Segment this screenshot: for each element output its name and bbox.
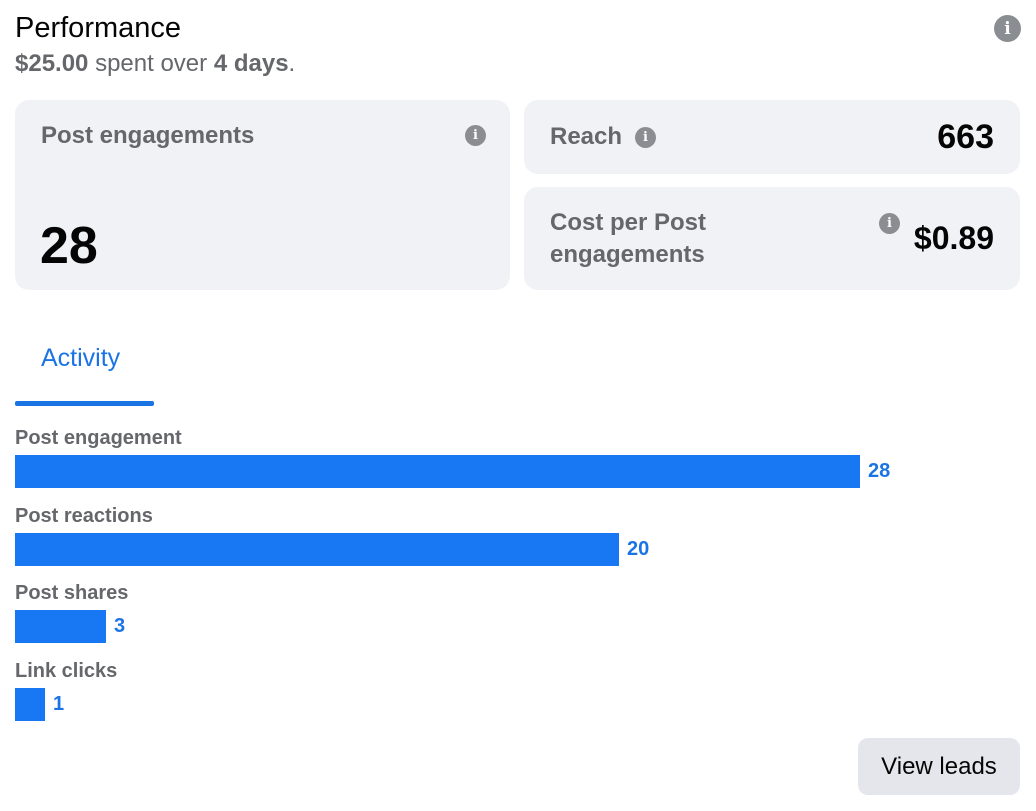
bar-category-label: Link clicks bbox=[15, 659, 118, 682]
tab-active-indicator bbox=[15, 401, 154, 406]
bar-track: 3 bbox=[15, 610, 128, 643]
bar-category-label: Post reactions bbox=[15, 504, 153, 527]
bar-value-label: 20 bbox=[627, 537, 650, 560]
bar-row: Link clicks 1 bbox=[15, 658, 117, 721]
info-icon[interactable]: i bbox=[879, 213, 900, 234]
cost-per-engagement-value: $0.89 bbox=[913, 220, 994, 256]
spent-text: spent over bbox=[95, 50, 208, 77]
cost-per-engagement-label: Cost per Post engagements bbox=[550, 209, 707, 268]
bar bbox=[15, 610, 106, 643]
spend-duration: 4 days bbox=[213, 50, 289, 77]
bar-track: 1 bbox=[15, 687, 117, 721]
bar-row: Post shares 3 bbox=[15, 580, 128, 643]
bar bbox=[15, 532, 619, 566]
info-icon[interactable]: i bbox=[465, 125, 486, 146]
tab-activity[interactable]: Activity bbox=[15, 330, 154, 406]
bar-row: Post reactions 20 bbox=[15, 503, 649, 566]
info-icon[interactable]: i bbox=[994, 15, 1021, 42]
bar-category-label: Post shares bbox=[15, 582, 129, 604]
bar-value-label: 1 bbox=[53, 692, 65, 715]
spent-amount: $25.00 bbox=[15, 50, 89, 77]
tab-activity-label: Activity bbox=[41, 344, 121, 372]
reach-card: Reach i 663 bbox=[524, 100, 1020, 174]
bar-track: 20 bbox=[15, 532, 649, 566]
bar-value-label: 3 bbox=[114, 615, 126, 637]
info-icon[interactable]: i bbox=[635, 127, 656, 148]
bar bbox=[15, 687, 45, 721]
view-leads-button[interactable]: View leads bbox=[858, 738, 1020, 795]
bar-track: 28 bbox=[15, 455, 890, 488]
bar-category-label: Post engagement bbox=[15, 427, 182, 449]
page-title: Performance bbox=[15, 12, 182, 44]
post-engagements-label: Post engagements bbox=[41, 122, 255, 149]
cost-per-engagement-card: Cost per Post engagements i $0.89 bbox=[524, 187, 1020, 290]
post-engagements-card: Post engagements i 28 bbox=[15, 100, 510, 290]
reach-label: Reach bbox=[550, 123, 623, 150]
bar bbox=[15, 455, 860, 488]
bar-value-label: 28 bbox=[868, 460, 891, 482]
spend-summary: $25.00 spent over 4 days. bbox=[15, 50, 295, 78]
post-engagements-value: 28 bbox=[40, 217, 98, 275]
bar-row: Post engagement 28 bbox=[15, 425, 890, 488]
reach-value: 663 bbox=[937, 118, 994, 156]
duration-suffix: . bbox=[288, 50, 296, 77]
